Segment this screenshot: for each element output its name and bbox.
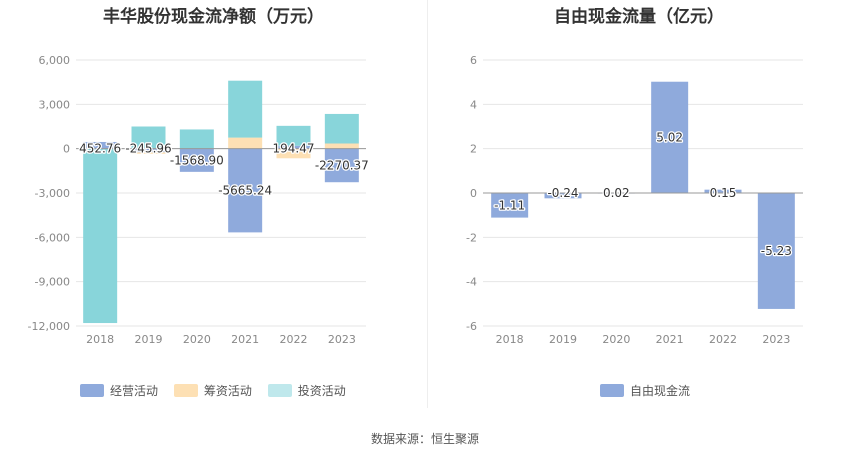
- bar: [228, 137, 263, 149]
- y-tick-label: -2: [466, 231, 477, 244]
- data-label: -5.23: [761, 244, 792, 258]
- bar: [131, 148, 166, 153]
- chart-divider: [427, 0, 428, 408]
- x-tick-label: 2019: [549, 333, 577, 346]
- y-tick-label: 4: [470, 98, 477, 111]
- y-tick-label: 0: [470, 187, 477, 200]
- data-label: -1568.90: [170, 153, 224, 167]
- y-tick-label: -3,000: [35, 187, 70, 200]
- data-label: 0.15: [710, 186, 737, 200]
- legend-item-financing[interactable]: 筹资活动: [173, 382, 252, 399]
- x-tick-label: 2020: [602, 333, 630, 346]
- x-tick-label: 2021: [656, 333, 684, 346]
- bar: [757, 193, 795, 309]
- data-label: -5665.24: [218, 184, 272, 198]
- y-tick-label: 0: [63, 143, 70, 156]
- data-label: -0.24: [547, 186, 578, 200]
- x-tick-label: 2020: [183, 333, 211, 346]
- x-tick-label: 2022: [280, 333, 308, 346]
- x-tick-label: 2018: [86, 333, 114, 346]
- legend-swatch: [267, 384, 292, 397]
- bar: [276, 145, 311, 149]
- y-tick-label: -6,000: [35, 231, 70, 244]
- data-label: -245.96: [125, 142, 171, 156]
- data-label: 194.47: [273, 142, 315, 156]
- legend-item-investing[interactable]: 投资活动: [267, 382, 346, 399]
- legend-item-free-cashflow[interactable]: 自由现金流: [600, 382, 690, 399]
- bar: [276, 148, 311, 159]
- legend-label: 经营活动: [110, 384, 159, 398]
- x-tick-label: 2018: [496, 333, 524, 346]
- bar: [131, 152, 166, 154]
- data-label: -2270.37: [315, 158, 369, 172]
- bar: [324, 143, 359, 149]
- legend-cashflow: 经营活动 筹资活动 投资活动: [80, 382, 358, 400]
- chart-title-free-cashflow: 自由现金流量（亿元）: [554, 7, 724, 27]
- legend-label: 筹资活动: [203, 384, 252, 398]
- data-label: 0.02: [603, 186, 630, 200]
- y-tick-label: -9,000: [35, 276, 70, 289]
- x-tick-label: 2021: [231, 333, 259, 346]
- bar: [228, 80, 263, 138]
- x-tick-label: 2023: [328, 333, 356, 346]
- y-tick-label: -6: [466, 320, 477, 333]
- bar: [544, 193, 582, 199]
- data-label: 5.02: [656, 130, 683, 144]
- bar: [179, 148, 214, 172]
- legend-label: 自由现金流: [630, 384, 691, 398]
- legend-item-operating[interactable]: 经营活动: [80, 382, 158, 399]
- y-tick-label: 6,000: [39, 54, 71, 67]
- bar: [83, 148, 118, 324]
- free-cashflow-chart: -6 -4 -2 0 2 4 6 2018 2019 2020 2021 2022 2023 -1.11 -…: [466, 54, 803, 346]
- data-label: -1.11: [494, 198, 525, 212]
- y-tick-label: -12,000: [28, 320, 70, 333]
- cashflow-chart: -12,000 -9,000 -6,000 -3,000 0 3,000 6,000 2018…: [28, 54, 371, 346]
- y-tick-label: 3,000: [39, 98, 71, 111]
- y-tick-label: 2: [470, 143, 477, 156]
- bar: [228, 148, 263, 233]
- y-tick-label: -4: [466, 276, 477, 289]
- bar: [276, 125, 311, 146]
- bar: [704, 189, 742, 193]
- bar: [491, 193, 529, 218]
- legend-free-cashflow: 自由现金流: [600, 382, 702, 400]
- chart-title-cashflow: 丰华股份现金流净额（万元）: [103, 7, 324, 27]
- bar: [324, 148, 359, 183]
- bar: [83, 141, 118, 149]
- bar: [179, 129, 214, 149]
- legend-swatch: [600, 384, 624, 397]
- data-label: 452.76: [79, 142, 121, 156]
- bar: [651, 81, 689, 193]
- x-tick-label: 2023: [762, 333, 790, 346]
- y-tick-label: 6: [470, 54, 477, 67]
- x-tick-label: 2019: [135, 333, 163, 346]
- legend-swatch: [173, 384, 198, 397]
- legend-swatch: [80, 384, 104, 397]
- legend-label: 投资活动: [297, 384, 346, 398]
- bar: [324, 113, 359, 144]
- x-tick-label: 2022: [709, 333, 737, 346]
- bar: [131, 126, 166, 149]
- data-source: 数据来源：恒生聚源: [370, 432, 479, 446]
